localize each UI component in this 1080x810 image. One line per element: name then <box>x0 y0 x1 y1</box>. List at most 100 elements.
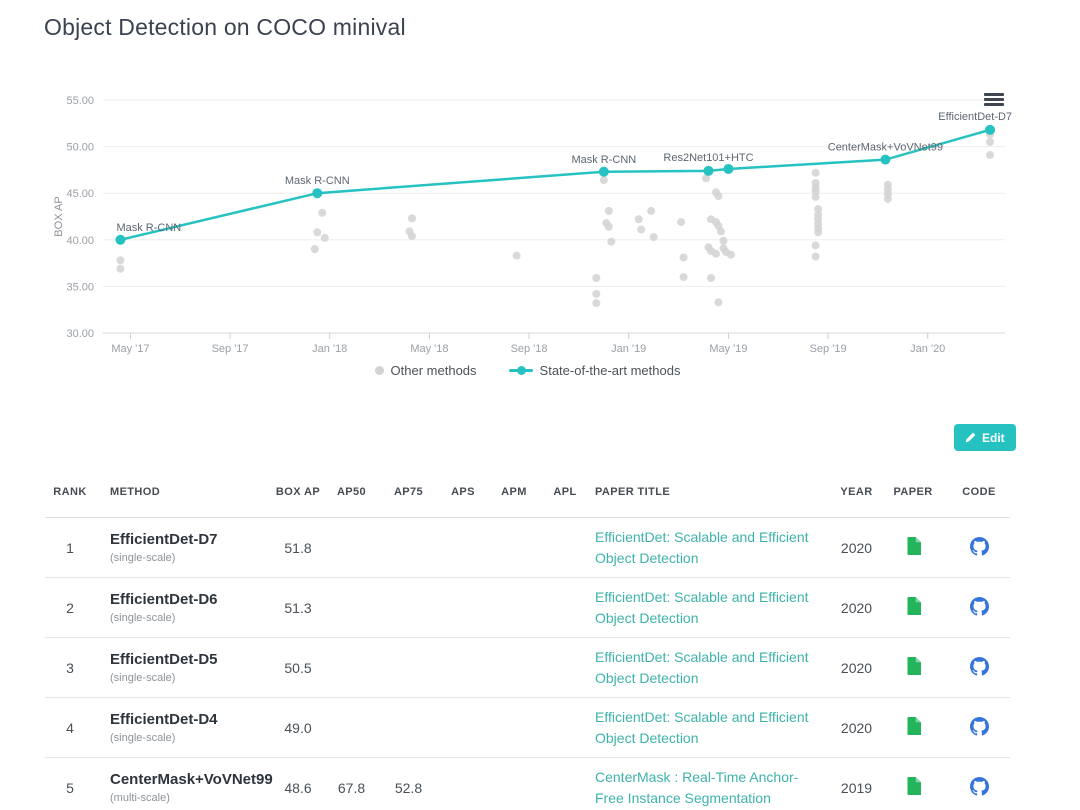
column-header-rank: RANK <box>53 486 87 499</box>
year-cell: 2020 <box>840 599 873 616</box>
other-method-point[interactable] <box>318 208 327 217</box>
paper-link-button[interactable] <box>878 717 948 735</box>
code-link-button[interactable] <box>948 656 1010 676</box>
other-method-point[interactable] <box>637 225 646 234</box>
code-icon-cell <box>948 596 1010 619</box>
sota-point-label: Mask R-CNN <box>285 175 350 187</box>
code-icon-cell <box>948 776 1010 799</box>
other-method-point[interactable] <box>726 250 735 259</box>
other-method-point[interactable] <box>719 236 728 245</box>
table-row: 4 EfficientDet-D4 (single-scale) 49.0 Effici… <box>45 698 1010 758</box>
paper-link-button[interactable] <box>878 657 948 675</box>
x-tick-label: Sep '18 <box>511 343 548 355</box>
other-method-point[interactable] <box>116 264 125 273</box>
other-method-point[interactable] <box>512 251 521 260</box>
other-method-point[interactable] <box>599 176 608 185</box>
other-method-point[interactable] <box>814 205 823 214</box>
other-method-point[interactable] <box>677 218 686 227</box>
other-method-point[interactable] <box>714 191 723 200</box>
other-method-point[interactable] <box>706 274 715 283</box>
other-method-point[interactable] <box>679 253 688 262</box>
legend-label: State-of-the-art methods <box>539 363 681 378</box>
other-method-point[interactable] <box>604 206 613 215</box>
chart-menu-icon[interactable] <box>984 93 1004 108</box>
sota-point[interactable] <box>115 234 126 245</box>
sota-point-label: CenterMask+VoVNet99 <box>828 142 943 154</box>
paper-file-icon <box>907 657 921 675</box>
other-method-point[interactable] <box>634 215 643 224</box>
other-method-point[interactable] <box>716 227 725 236</box>
paper-title-link[interactable]: EfficientDet: Scalable and Efficient Obj… <box>595 589 809 626</box>
github-icon <box>969 716 989 736</box>
paper-title-cell: EfficientDet: Scalable and Efficient Obj… <box>591 647 835 688</box>
other-method-point[interactable] <box>811 168 820 177</box>
legend-label: Other methods <box>390 363 477 378</box>
paper-title-link[interactable]: EfficientDet: Scalable and Efficient Obj… <box>595 529 809 566</box>
legend-sota-methods[interactable]: State-of-the-art methods <box>508 363 681 378</box>
paper-link-button[interactable] <box>878 537 948 555</box>
other-method-point[interactable] <box>811 187 820 196</box>
other-method-point[interactable] <box>310 245 319 254</box>
code-link-button[interactable] <box>948 536 1010 556</box>
other-method-point[interactable] <box>116 256 125 265</box>
paper-title-link[interactable]: CenterMask : Real-Time Anchor-Free Insta… <box>595 769 799 806</box>
other-method-point[interactable] <box>407 214 416 223</box>
sota-point[interactable] <box>723 163 734 174</box>
other-method-point[interactable] <box>607 237 616 246</box>
other-method-point[interactable] <box>592 274 601 283</box>
other-method-point[interactable] <box>986 150 995 159</box>
paper-title-link[interactable]: EfficientDet: Scalable and Efficient Obj… <box>595 649 809 686</box>
other-method-point[interactable] <box>701 174 710 183</box>
sota-point[interactable] <box>312 188 323 199</box>
other-method-point[interactable] <box>320 233 329 242</box>
column-header-box_ap: BOX AP <box>275 486 321 499</box>
other-method-point[interactable] <box>811 241 820 250</box>
code-icon-cell <box>948 536 1010 559</box>
method-name: EfficientDet-D7 <box>110 530 218 548</box>
other-method-point[interactable] <box>649 233 658 242</box>
method-name: CenterMask+VoVNet99 <box>110 770 273 788</box>
sota-point-label: EfficientDet-D7 <box>938 111 1012 123</box>
other-method-point[interactable] <box>592 299 601 308</box>
sota-point[interactable] <box>703 165 714 176</box>
other-method-point[interactable] <box>647 206 656 215</box>
sota-point[interactable] <box>880 154 891 165</box>
other-method-point[interactable] <box>986 137 995 146</box>
table-body: 1 EfficientDet-D7 (single-scale) 51.8 Effici… <box>45 518 1010 810</box>
x-tick-label: Jan '18 <box>312 343 347 355</box>
sota-point[interactable] <box>985 124 996 135</box>
other-method-point[interactable] <box>604 222 613 231</box>
method-note: (single-scale) <box>110 612 176 625</box>
paper-link-button[interactable] <box>878 597 948 615</box>
paper-title-link[interactable]: EfficientDet: Scalable and Efficient Obj… <box>595 709 809 746</box>
other-method-point[interactable] <box>592 289 601 298</box>
code-link-button[interactable] <box>948 596 1010 616</box>
y-tick-label: 50.00 <box>66 142 94 154</box>
metric-box_ap: 50.5 <box>284 659 312 676</box>
sota-point[interactable] <box>598 166 609 177</box>
y-axis-label: BOX AP <box>53 196 65 236</box>
x-tick-label: May '18 <box>410 343 448 355</box>
github-icon <box>969 776 989 796</box>
paper-file-icon <box>907 777 921 795</box>
other-method-point[interactable] <box>811 192 820 201</box>
column-header-code: CODE <box>962 486 996 499</box>
paper-link-button[interactable] <box>878 777 948 795</box>
other-method-point[interactable] <box>883 194 892 203</box>
other-method-point[interactable] <box>313 228 322 237</box>
column-header-paper: PAPER <box>893 486 933 499</box>
legend-other-methods[interactable]: Other methods <box>374 363 477 378</box>
other-method-point[interactable] <box>814 228 823 237</box>
other-method-point[interactable] <box>407 232 416 241</box>
other-method-point[interactable] <box>679 273 688 282</box>
rank-cell: 2 <box>66 599 74 616</box>
table-row: 3 EfficientDet-D5 (single-scale) 50.5 Effici… <box>45 638 1010 698</box>
other-method-point[interactable] <box>811 252 820 261</box>
other-method-point[interactable] <box>714 298 723 307</box>
code-link-button[interactable] <box>948 716 1010 736</box>
edit-button[interactable]: Edit <box>954 424 1016 451</box>
paper-icon-cell <box>878 717 948 738</box>
code-link-button[interactable] <box>948 776 1010 796</box>
method-note: (multi-scale) <box>110 792 170 805</box>
other-method-point[interactable] <box>711 249 720 258</box>
